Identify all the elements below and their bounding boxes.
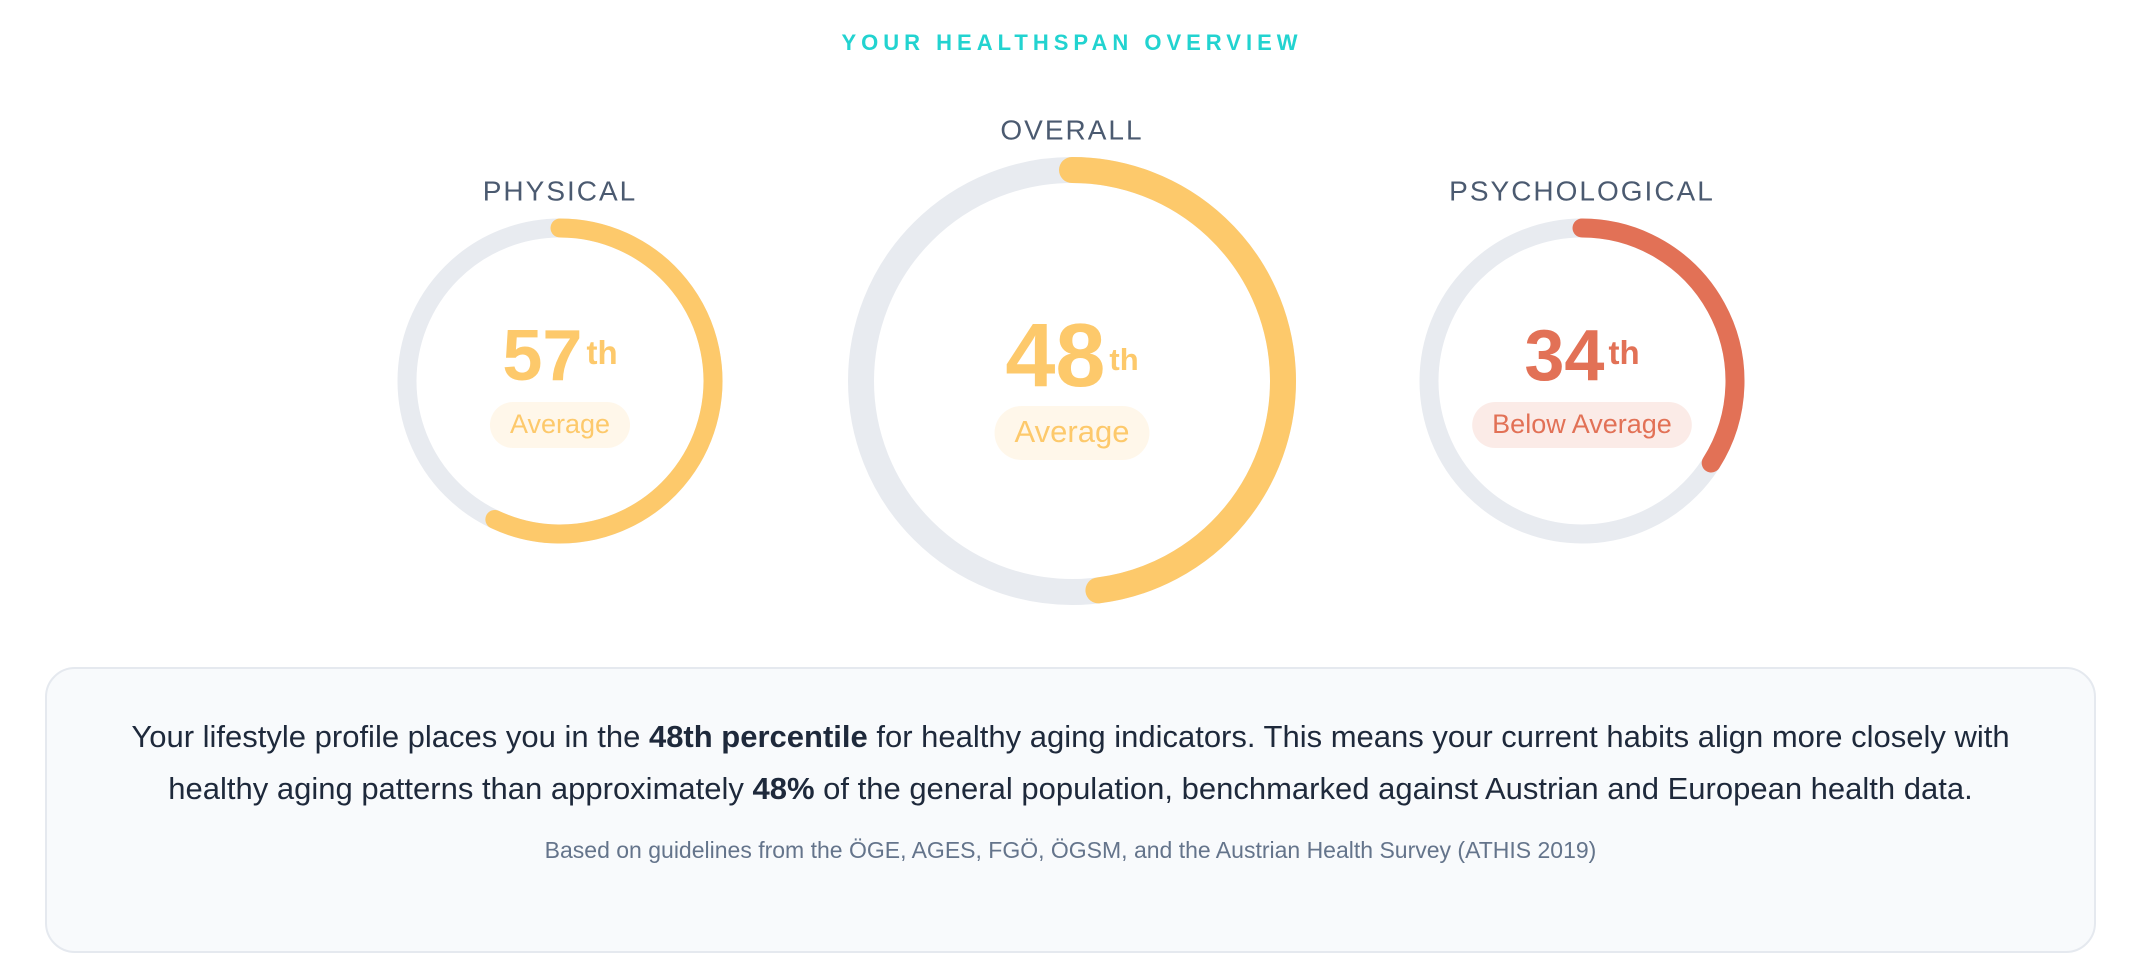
summary-segment: of the general population, benchmarked a… — [814, 771, 1973, 806]
summary-highlight: 48th percentile — [648, 719, 868, 754]
summary-segment: for healthy aging indicators. This means… — [168, 719, 2010, 806]
status-text: Average — [510, 409, 610, 439]
gauge-label: PHYSICAL — [483, 175, 638, 206]
summary-text: Your lifestyle profile places you in the… — [117, 711, 2024, 815]
gauge-arc — [485, 218, 723, 544]
summary-highlight: 48% — [752, 771, 815, 806]
gauge-label: PSYCHOLOGICAL — [1449, 175, 1715, 206]
status-pill — [1472, 402, 1692, 448]
status-text: Below Average — [1492, 409, 1672, 439]
percentile-number: 57 — [502, 316, 582, 396]
section-title: YOUR HEALTHSPAN OVERVIEW — [841, 30, 1302, 55]
summary-segment: Your lifestyle profile places you in the — [131, 719, 649, 754]
percentile-number: 34 — [1524, 316, 1604, 396]
status-text: Average — [1015, 414, 1130, 449]
gauge-arc — [1059, 157, 1296, 604]
status-pill — [489, 402, 631, 448]
percentile-suffix: th — [586, 334, 617, 371]
summary-card: Your lifestyle profile places you in the… — [45, 667, 2096, 953]
percentile-suffix: th — [1109, 342, 1138, 377]
status-pill — [994, 406, 1150, 460]
percentile-number: 48 — [1005, 306, 1105, 406]
percentile-suffix: th — [1608, 334, 1639, 371]
gauge-label: OVERALL — [1000, 114, 1143, 145]
gauge-arc — [1572, 218, 1745, 473]
source-note: Based on guidelines from the ÖGE, AGES, … — [544, 837, 1597, 863]
